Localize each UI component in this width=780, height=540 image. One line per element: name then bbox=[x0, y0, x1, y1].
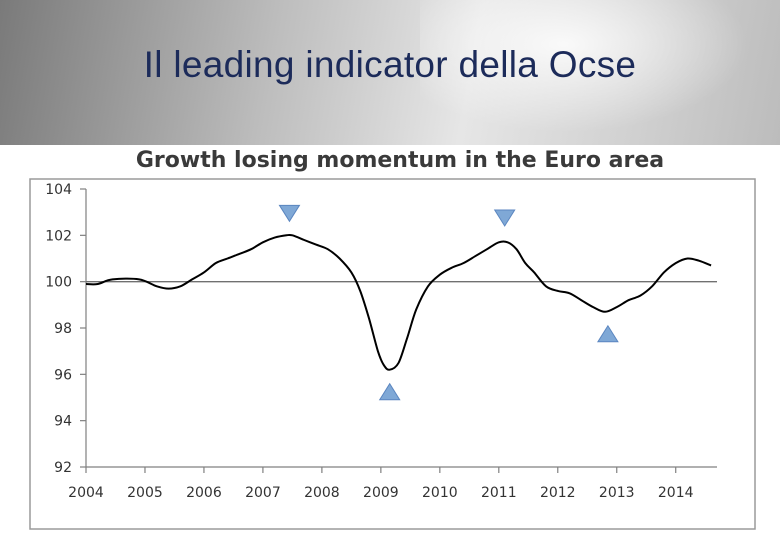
x-tick-label: 2010 bbox=[422, 485, 458, 501]
y-tick-label: 92 bbox=[54, 460, 72, 476]
chart-title: Growth losing momentum in the Euro area bbox=[135, 148, 665, 173]
chart-panel bbox=[0, 145, 780, 540]
x-tick-label: 2004 bbox=[68, 485, 104, 501]
x-tick-label: 2013 bbox=[599, 485, 635, 501]
cli-series-line bbox=[85, 233, 712, 371]
markers-group bbox=[278, 204, 619, 401]
trough-marker bbox=[378, 382, 401, 401]
chart-frame bbox=[29, 178, 756, 530]
header-highlight bbox=[420, 0, 780, 148]
y-tick-label: 104 bbox=[45, 182, 72, 198]
y-tick-label: 100 bbox=[45, 275, 72, 291]
x-tick-label: 2014 bbox=[658, 485, 694, 501]
y-tick-label: 94 bbox=[54, 414, 72, 430]
chart-axes: 92 94 96 98 100 102 104 2004 2005 2006 2007 2008 200… bbox=[45, 182, 717, 501]
peak-marker bbox=[278, 204, 301, 223]
trough-marker bbox=[596, 324, 619, 343]
series-group bbox=[85, 233, 712, 371]
x-tick-label: 2007 bbox=[245, 485, 281, 501]
slide-title: Il leading indicator della Ocse bbox=[143, 44, 637, 85]
peak-marker bbox=[493, 209, 516, 227]
slide-header bbox=[0, 0, 780, 148]
x-tick-label: 2005 bbox=[127, 485, 163, 501]
x-tick-label: 2009 bbox=[363, 485, 399, 501]
x-tick-label: 2006 bbox=[186, 485, 222, 501]
y-tick-label: 98 bbox=[54, 321, 72, 337]
y-tick-label: 102 bbox=[45, 228, 72, 244]
x-tick-label: 2012 bbox=[540, 485, 576, 501]
x-tick-label: 2008 bbox=[304, 485, 340, 501]
y-tick-label: 96 bbox=[54, 367, 72, 383]
x-tick-label: 2011 bbox=[481, 485, 517, 501]
